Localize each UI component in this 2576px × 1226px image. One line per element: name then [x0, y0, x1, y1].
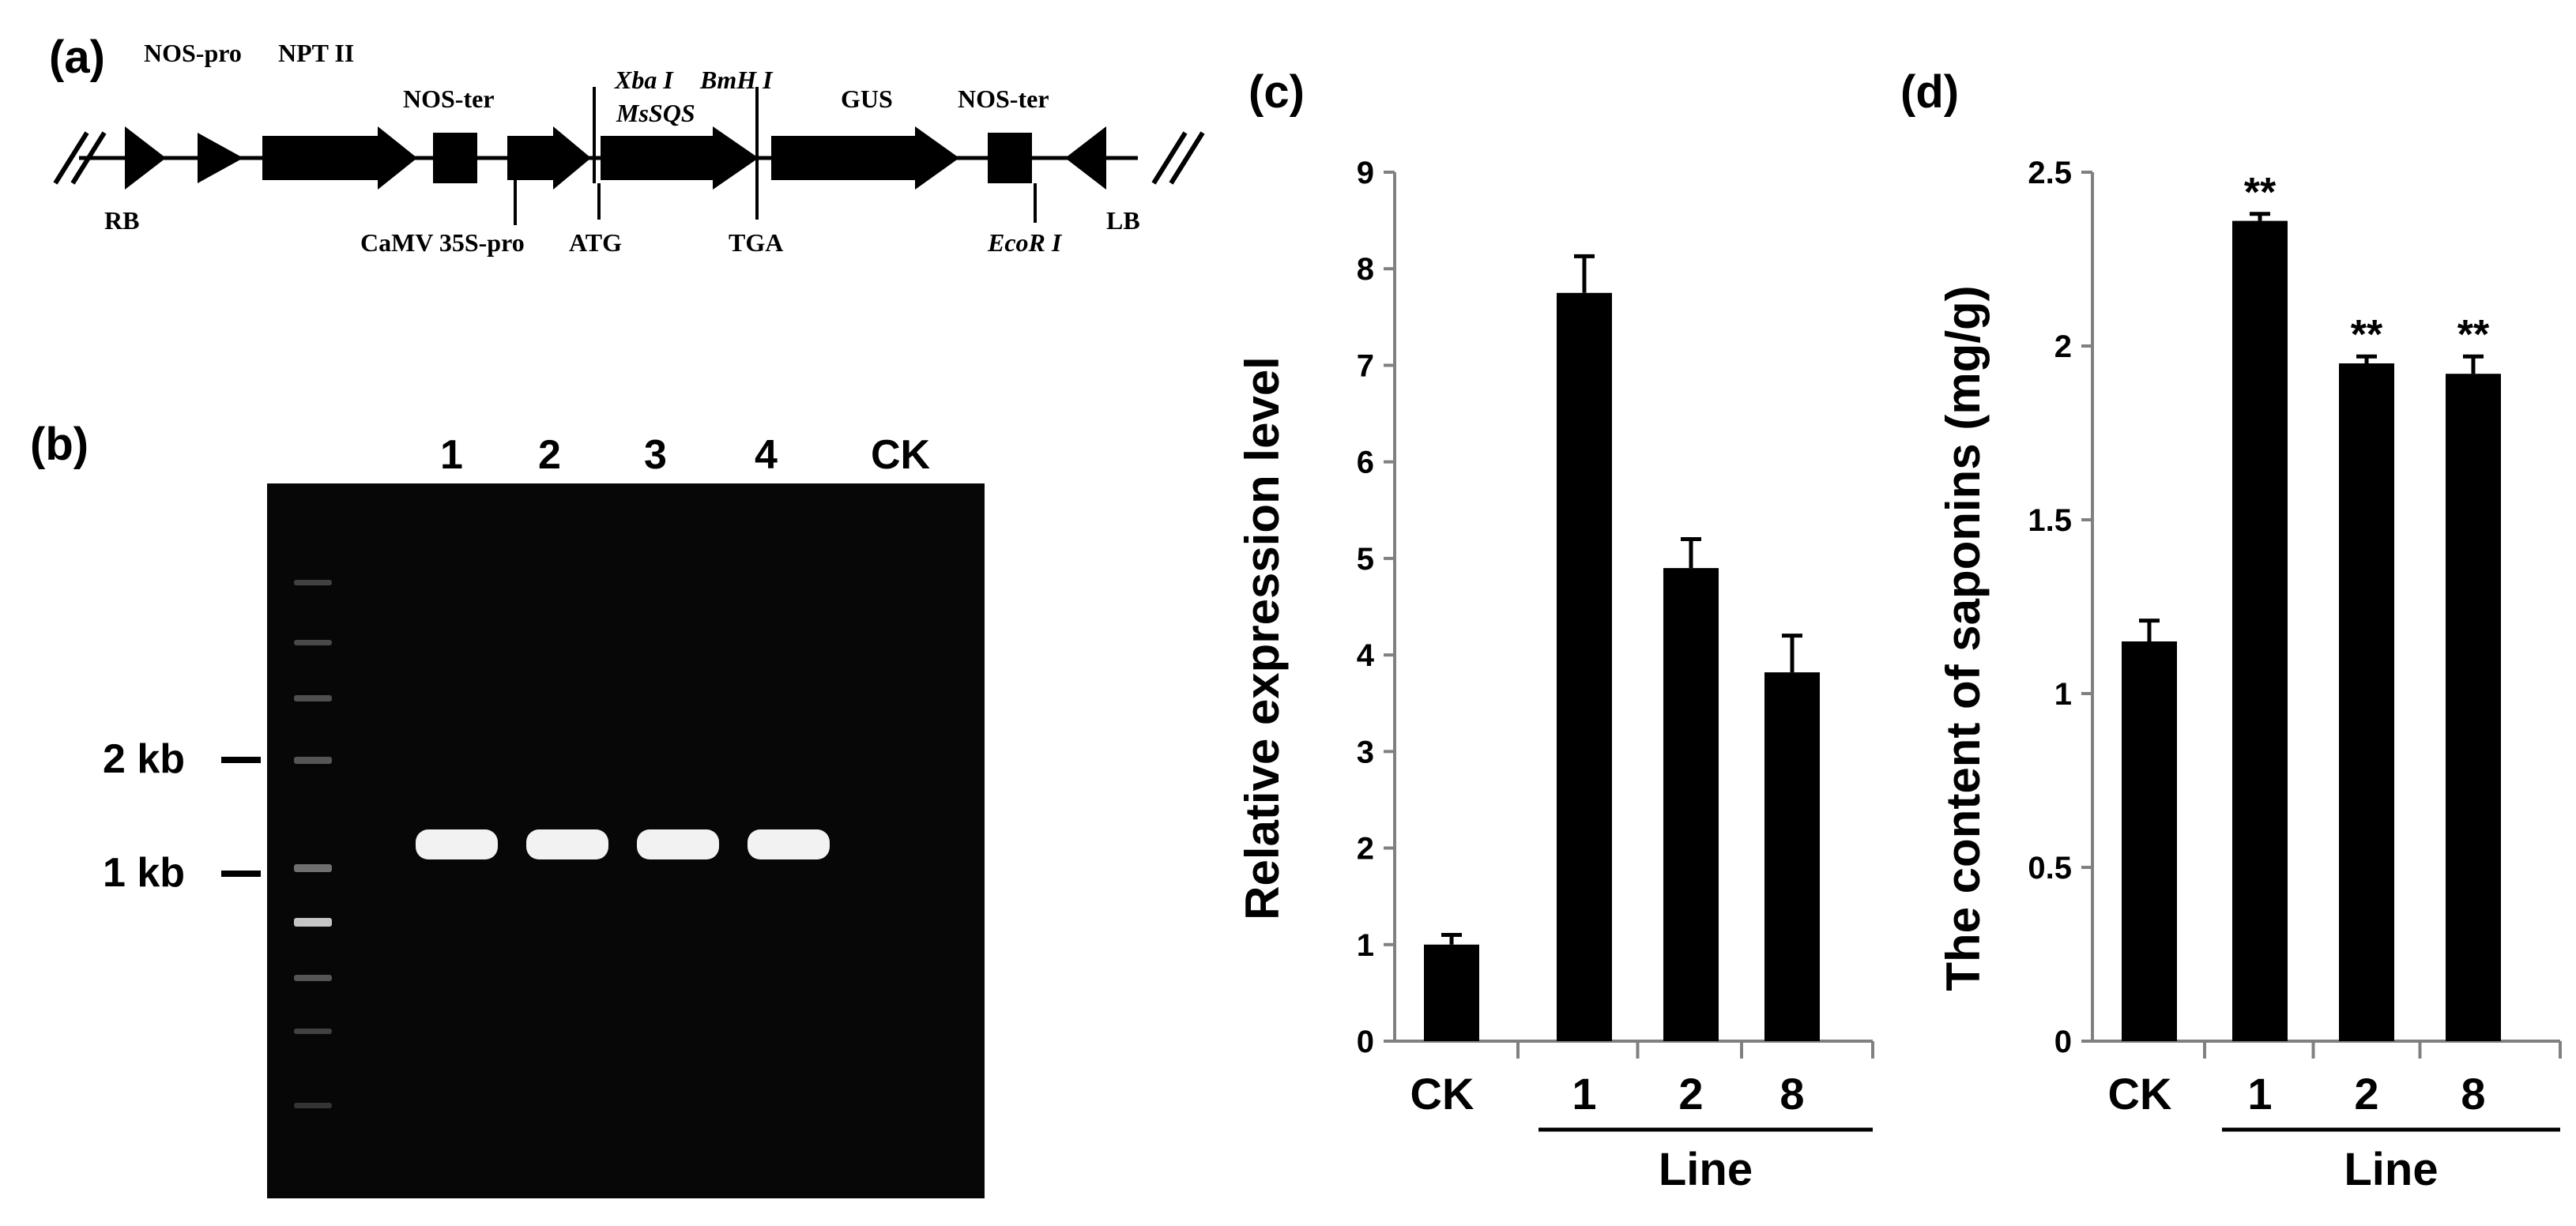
label-atg: ATG	[569, 228, 622, 257]
y-tick-label: 5	[1357, 542, 1374, 577]
y-tick-label: 1.5	[2028, 503, 2072, 538]
camv35s-arrow	[507, 126, 591, 190]
bar-CK	[2122, 641, 2177, 1041]
y-tick-label: 9	[1357, 156, 1374, 190]
y-tick-label: 0	[2054, 1025, 2072, 1059]
panel-b-label: (b)	[30, 419, 89, 470]
gel-lane-2: 2	[538, 432, 561, 478]
construct-map: NOS-pro NPT II NOS-ter Xba I BmH I MsSQS…	[53, 39, 1205, 257]
bar-8	[1764, 672, 1820, 1041]
bar-1	[1557, 292, 1612, 1041]
bar-8	[2446, 374, 2501, 1041]
gel-lane-ck: CK	[871, 432, 931, 478]
nos-ter-box-2	[988, 133, 1032, 183]
band-lane-2	[526, 829, 608, 859]
band-lane-1	[416, 829, 498, 859]
y-axis-title: Relative expression level	[1236, 356, 1289, 920]
y-tick-label: 7	[1357, 348, 1374, 383]
chart-saponin-content: 0 0.5 1 1.5 2 2.5 CK ** 1 ** 2 ** 8 Line The content o…	[1937, 156, 2562, 1195]
label-bmh: BmH I	[699, 66, 774, 94]
label-xba: Xba I	[614, 66, 674, 94]
break-mark-left-2	[70, 131, 107, 185]
ladder-band	[294, 1103, 332, 1108]
rb-arrow	[125, 126, 166, 190]
significance-mark: **	[2351, 312, 2383, 358]
sample-bands	[416, 829, 830, 859]
y-tick-label: 1	[1357, 928, 1374, 963]
label-mssqs: MsSQS	[616, 99, 695, 127]
y-tick-label: 4	[1357, 638, 1375, 673]
ladder-band	[294, 975, 332, 981]
label-nptii: NPT II	[278, 39, 354, 67]
y-tick-label: 8	[1357, 252, 1374, 287]
gel-lane-1: 1	[440, 432, 463, 478]
break-mark-left	[53, 131, 89, 185]
ladder-band	[294, 580, 332, 585]
x-tick-label: CK	[2108, 1069, 2172, 1119]
label-gus: GUS	[841, 85, 893, 113]
nptii-arrow	[262, 126, 417, 190]
gel-image: 1 2 3 4 CK 2 kb 1 kb	[103, 432, 985, 1198]
x-tick-label: 8	[2461, 1069, 2485, 1119]
label-nos-ter-1: NOS-ter	[403, 85, 495, 113]
band-lane-4	[748, 829, 830, 859]
bar-2	[2339, 363, 2394, 1041]
label-nos-pro: NOS-pro	[144, 39, 242, 67]
x-tick-label: 2	[2354, 1069, 2378, 1119]
ladder-band	[294, 864, 332, 872]
x-tick-label: CK	[1410, 1069, 1474, 1119]
nos-pro-arrow	[198, 133, 243, 183]
ladder-band	[294, 757, 332, 764]
y-tick-label: 2	[2054, 329, 2072, 364]
ladder-band	[294, 918, 332, 927]
gel-lane-4: 4	[755, 432, 778, 478]
panel-d-label: (d)	[1900, 66, 1959, 118]
label-rb: RB	[104, 206, 139, 235]
label-tga: TGA	[729, 228, 783, 257]
break-mark-right	[1151, 131, 1188, 185]
ladder-band	[294, 1029, 332, 1034]
y-tick-label: 1	[2054, 677, 2072, 712]
chart-relative-expression: 0 1 2 3 4 5 6 7 8 9 CK 1 2 8 Line Relative expression l…	[1236, 156, 1874, 1195]
y-tick-label: 2	[1357, 832, 1374, 867]
y-axis-title: The content of saponins (mg/g)	[1937, 285, 1990, 991]
break-mark-right-2	[1169, 131, 1205, 185]
ladder-band	[294, 695, 332, 701]
marker-2kb: 2 kb	[103, 736, 185, 782]
lb-arrow	[1065, 126, 1106, 190]
y-tick-label: 2.5	[2028, 156, 2072, 190]
y-tick-label: 6	[1357, 446, 1374, 480]
gel-lane-3: 3	[644, 432, 667, 478]
label-ecor: EcoR I	[987, 228, 1063, 257]
label-nos-ter-2: NOS-ter	[958, 85, 1049, 113]
panel-a-label: (a)	[49, 32, 105, 83]
x-tick-label: 8	[1779, 1069, 1804, 1119]
panel-c-label: (c)	[1248, 66, 1305, 118]
mssqs-arrow	[601, 126, 759, 190]
label-camv: CaMV 35S-pro	[360, 228, 525, 257]
y-tick-label: 0.5	[2028, 851, 2072, 886]
bar-2	[1663, 568, 1719, 1041]
ladder	[294, 580, 332, 1108]
label-lb: LB	[1106, 206, 1140, 235]
x-axis-title: Line	[2344, 1144, 2438, 1195]
x-tick-label: 1	[1572, 1069, 1596, 1119]
bar-CK	[1424, 944, 1479, 1041]
marker-1kb: 1 kb	[103, 850, 185, 896]
significance-mark: **	[2244, 170, 2277, 216]
y-tick-label: 0	[1357, 1025, 1374, 1059]
y-tick-label: 3	[1357, 735, 1374, 769]
x-axis-title: Line	[1659, 1144, 1753, 1195]
significance-mark: **	[2457, 312, 2490, 358]
bar-1	[2232, 220, 2288, 1042]
x-tick-label: 1	[2247, 1069, 2272, 1119]
gel-background	[267, 483, 985, 1198]
x-tick-label: 2	[1678, 1069, 1703, 1119]
ladder-band	[294, 640, 332, 645]
gus-arrow	[771, 126, 959, 190]
band-lane-3	[637, 829, 719, 859]
nos-ter-box-1	[433, 133, 477, 183]
